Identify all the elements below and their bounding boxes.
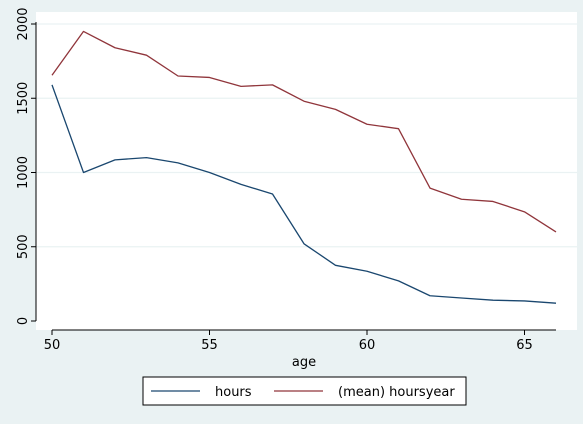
legend: hours (mean) hoursyear [142,376,467,406]
legend-label-mean-hoursyear: (mean) hoursyear [338,385,455,400]
series-line-mean-hoursyear [51,30,557,233]
y-tick-label-2000: 2000 [16,7,31,40]
x-tick-label-55: 55 [201,338,218,353]
legend-label-hours: hours [215,385,252,400]
x-axis-title: age [292,355,316,370]
y-tick-label-0: 0 [16,317,31,325]
y-tick-label-1500: 1500 [16,82,31,115]
grid-lines [36,23,577,248]
x-tick-label-60: 60 [359,338,376,353]
axes: 0 500 1000 1500 2000 50 55 60 65 [16,7,556,353]
x-tick-label-65: 65 [516,338,533,353]
series-lines [51,30,557,304]
y-tick-label-1000: 1000 [16,156,31,189]
series-line-hours [51,84,557,304]
x-tick-label-50: 50 [44,338,61,353]
y-tick-label-500: 500 [16,234,31,259]
plot-area [36,12,577,330]
